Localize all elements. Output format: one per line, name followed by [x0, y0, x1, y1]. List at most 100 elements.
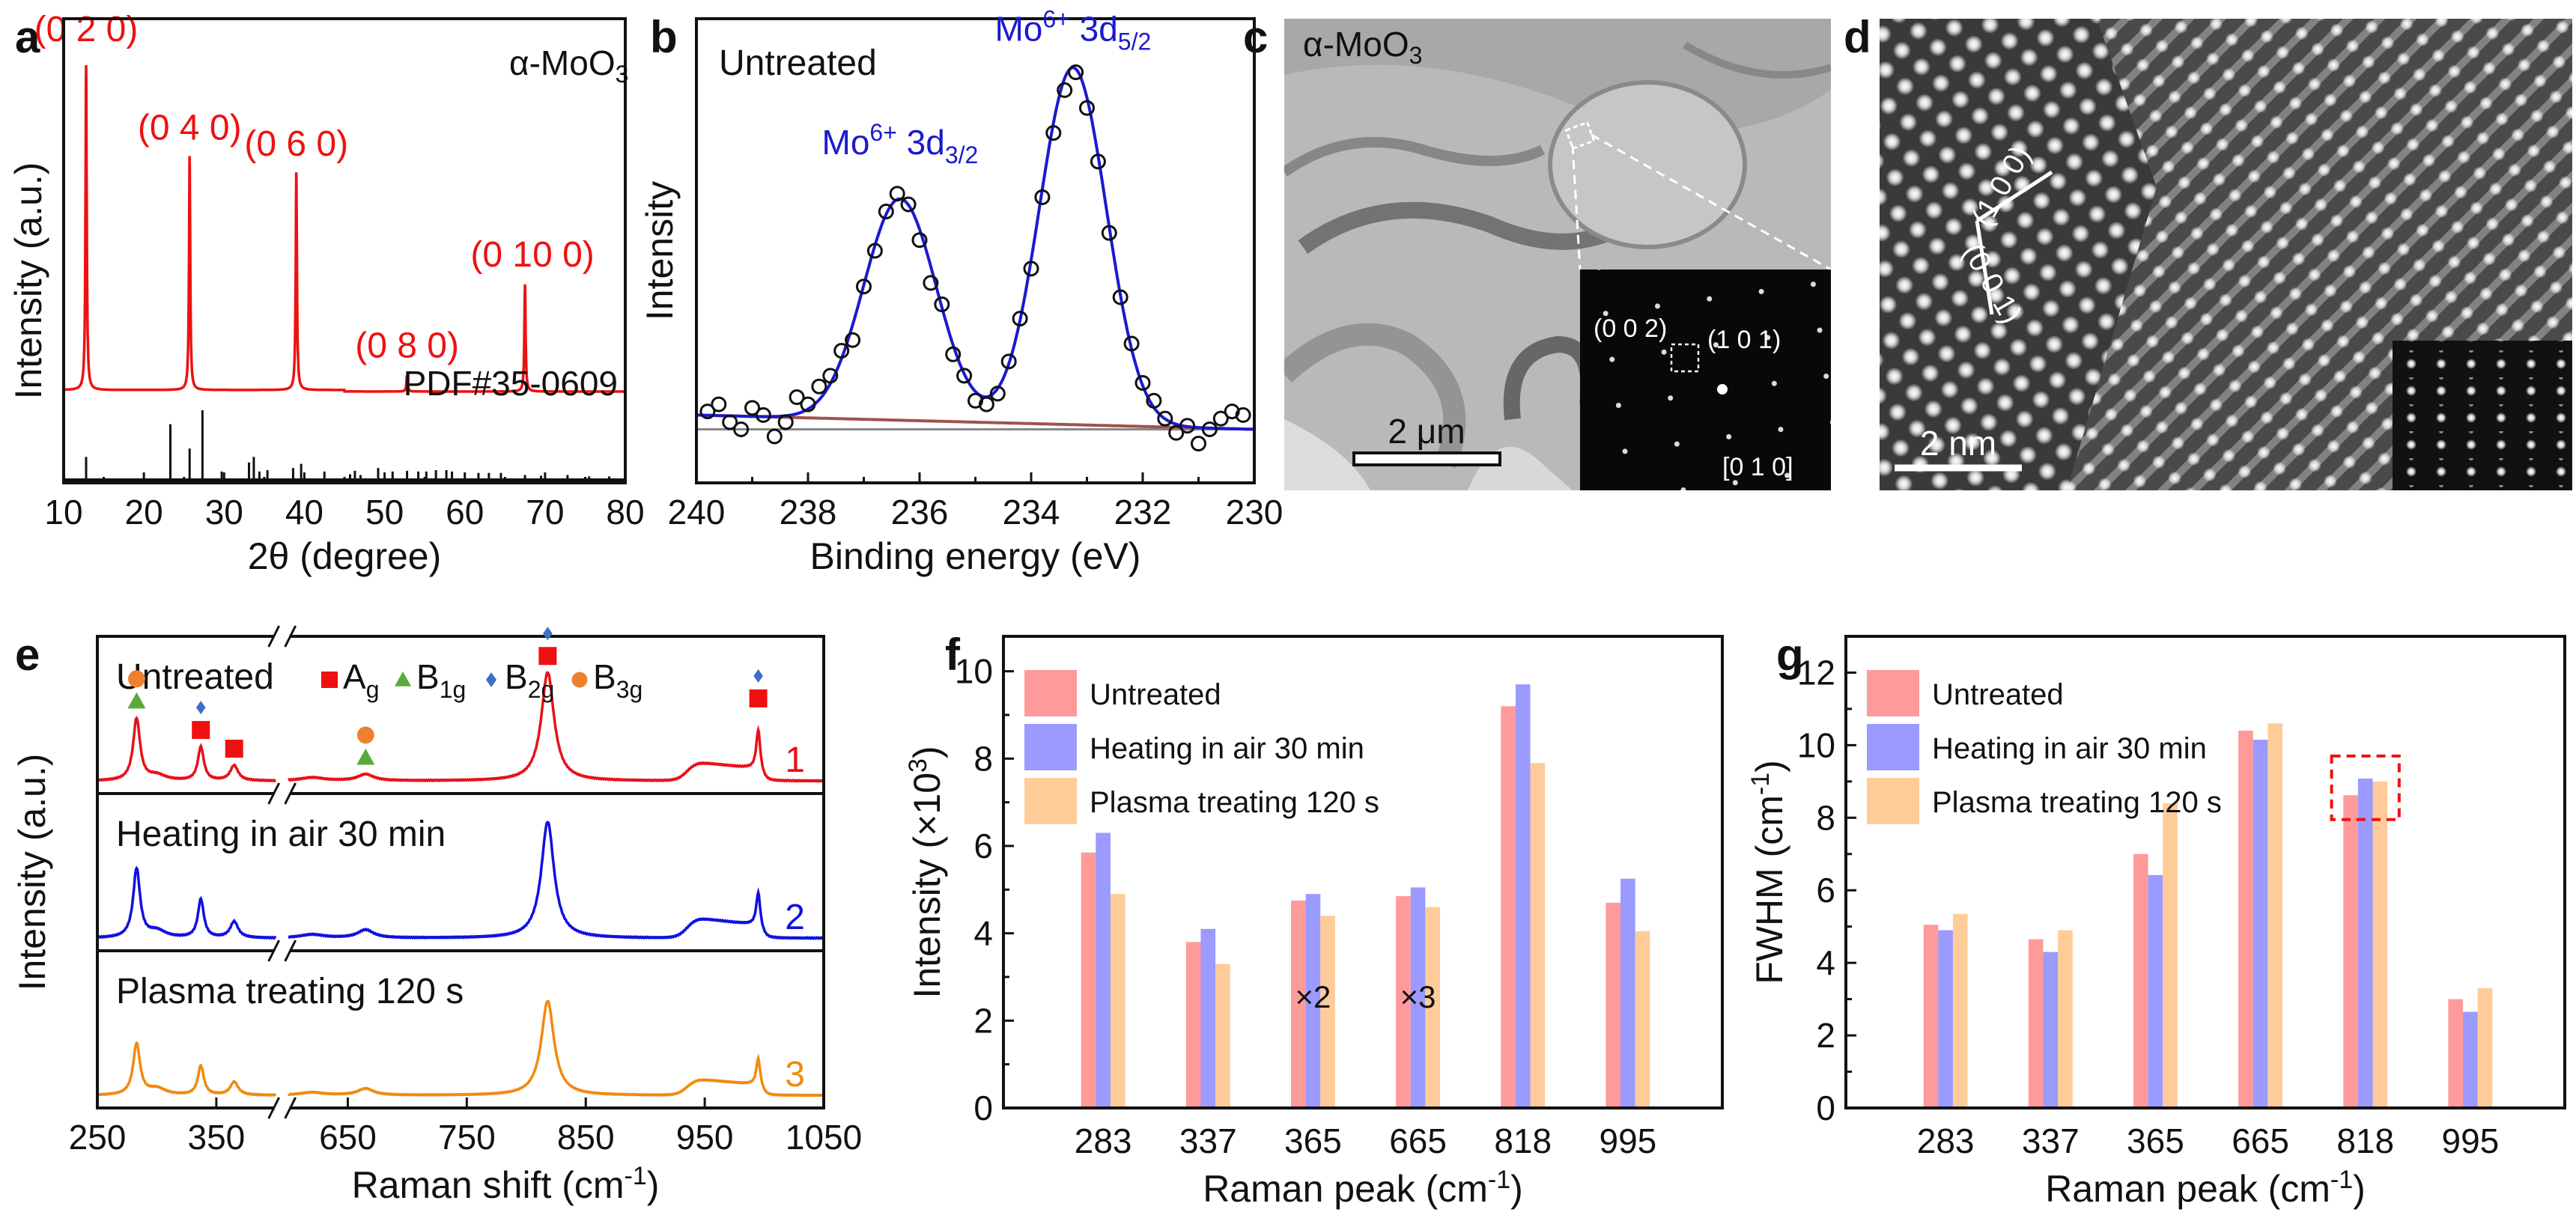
mode-marker-diamond [543, 627, 553, 641]
x-tick-label: 750 [438, 1118, 496, 1157]
data-point [1090, 153, 1106, 170]
peak-label: (0 8 0) [355, 326, 459, 365]
lattice-plane-markers [1975, 170, 2053, 315]
x-tick-label: 80 [606, 493, 644, 532]
data-point [911, 232, 928, 249]
legend-label: B1g [416, 657, 466, 703]
raman-spectrum-line [96, 716, 276, 782]
data-point [923, 275, 939, 291]
bar [1635, 931, 1650, 1108]
x-tick-label: 230 [1226, 493, 1284, 532]
spectrum-index: 1 [785, 740, 805, 780]
mode-marker-square [538, 647, 557, 666]
bar [2148, 874, 2163, 1108]
data-point [699, 404, 716, 420]
panel-letter-a: a [15, 12, 40, 62]
axis-break-mark [267, 782, 281, 805]
mode-marker-circle [128, 670, 145, 688]
panel-g-fwhm-bar-chart: 283 337 365 665 818 995 0 2 4 6 8 10 12 Untreated Heat… [1746, 635, 2566, 1210]
legend-symbol-square [321, 672, 338, 688]
axis-break-mark [284, 782, 297, 805]
data-point [1134, 374, 1151, 391]
data-point [1057, 82, 1073, 98]
tem-scale-label: 2 μm [1388, 412, 1465, 451]
x-tick-label: 30 [205, 493, 243, 532]
data-point [989, 386, 1006, 402]
bar [1320, 916, 1335, 1108]
legend-swatch [1867, 670, 1919, 716]
bar [2343, 795, 2358, 1108]
bar [1515, 684, 1531, 1108]
y-tick-label: 6 [1816, 871, 1835, 910]
data-point [777, 414, 794, 430]
x-tick-label: 50 [365, 493, 404, 532]
bar [1938, 930, 1953, 1108]
data-point [1068, 64, 1084, 81]
bar [1291, 900, 1306, 1108]
mode-marker-square [749, 689, 768, 707]
x-tick-label: 283 [1075, 1121, 1132, 1160]
bar [1081, 852, 1096, 1108]
data-point [978, 396, 994, 412]
reference-card-label: PDF#35-0609 [404, 364, 618, 403]
hrtem-scale-label: 2 nm [1920, 424, 1996, 463]
x-tick-label: 818 [2336, 1121, 2394, 1160]
x-tick-label: 240 [668, 493, 726, 532]
panel-letter-d: d [1844, 12, 1871, 62]
data-point [833, 343, 850, 359]
data-point [800, 396, 816, 412]
bar [2133, 853, 2148, 1108]
zone-axis-label: [0 1 0] [1722, 453, 1793, 481]
data-point [1191, 436, 1206, 452]
data-point [822, 368, 839, 384]
y-tick-label: 6 [973, 826, 993, 865]
panel-b-title: Untreated [719, 43, 877, 83]
bar [2238, 731, 2253, 1108]
legend-swatch [1867, 778, 1919, 824]
spectrum-index: 2 [785, 898, 805, 937]
data-point [1000, 353, 1017, 370]
mode-marker-square [192, 721, 210, 740]
y-tick-label: 0 [1816, 1089, 1835, 1127]
panel-b-xps-chart: Untreated Mo6+ 3d3/2 Mo6+ 3d5/2 240 238 236 23… [639, 6, 1283, 577]
data-point [1012, 311, 1028, 327]
y-axis-label: Intensity [639, 181, 681, 320]
x-tick-label: 665 [1389, 1121, 1447, 1160]
bar [1200, 928, 1216, 1108]
y-axis-label: Intensity (×103) [904, 746, 948, 998]
axis-break-gap [274, 632, 290, 641]
data-point [1201, 421, 1218, 437]
data-point [1023, 261, 1039, 277]
bar [1530, 763, 1546, 1108]
legend-swatch [1024, 724, 1077, 770]
data-point [1034, 189, 1051, 205]
x-tick-label: 337 [2022, 1121, 2080, 1160]
x-axis-label: Binding energy (eV) [810, 535, 1141, 577]
data-point [1212, 410, 1229, 427]
data-point [900, 196, 917, 213]
data-point [1146, 392, 1162, 409]
panel-f-intensity-bar-chart: 283 337 365 665 818 995 0 2 4 6 8 10 Untreated Heatin… [904, 635, 1724, 1210]
mode-marker-circle [356, 726, 374, 744]
data-point [1157, 410, 1173, 427]
x-tick-label: 236 [891, 493, 949, 532]
mode-marker-square [225, 740, 243, 758]
bar [1215, 963, 1230, 1108]
data-point [789, 389, 805, 406]
legend-label: B2g [505, 657, 554, 703]
data-point [934, 296, 950, 313]
y-axis-label: FWHM (cm-1) [1746, 760, 1790, 984]
x-tick-label: 950 [676, 1118, 734, 1157]
bar [2043, 952, 2059, 1108]
legend-swatch [1024, 670, 1077, 716]
data-point [1168, 424, 1185, 441]
panel-e-frame [96, 635, 825, 1109]
bar [2357, 778, 2373, 1108]
tem-sample-label: α-MoO3 [1303, 25, 1422, 69]
x-tick-label: 1050 [786, 1118, 862, 1157]
mode-marker-triangle [127, 692, 146, 709]
legend-label: Heating in air 30 min [1932, 732, 2207, 765]
x-tick-label: 365 [2127, 1121, 2184, 1160]
